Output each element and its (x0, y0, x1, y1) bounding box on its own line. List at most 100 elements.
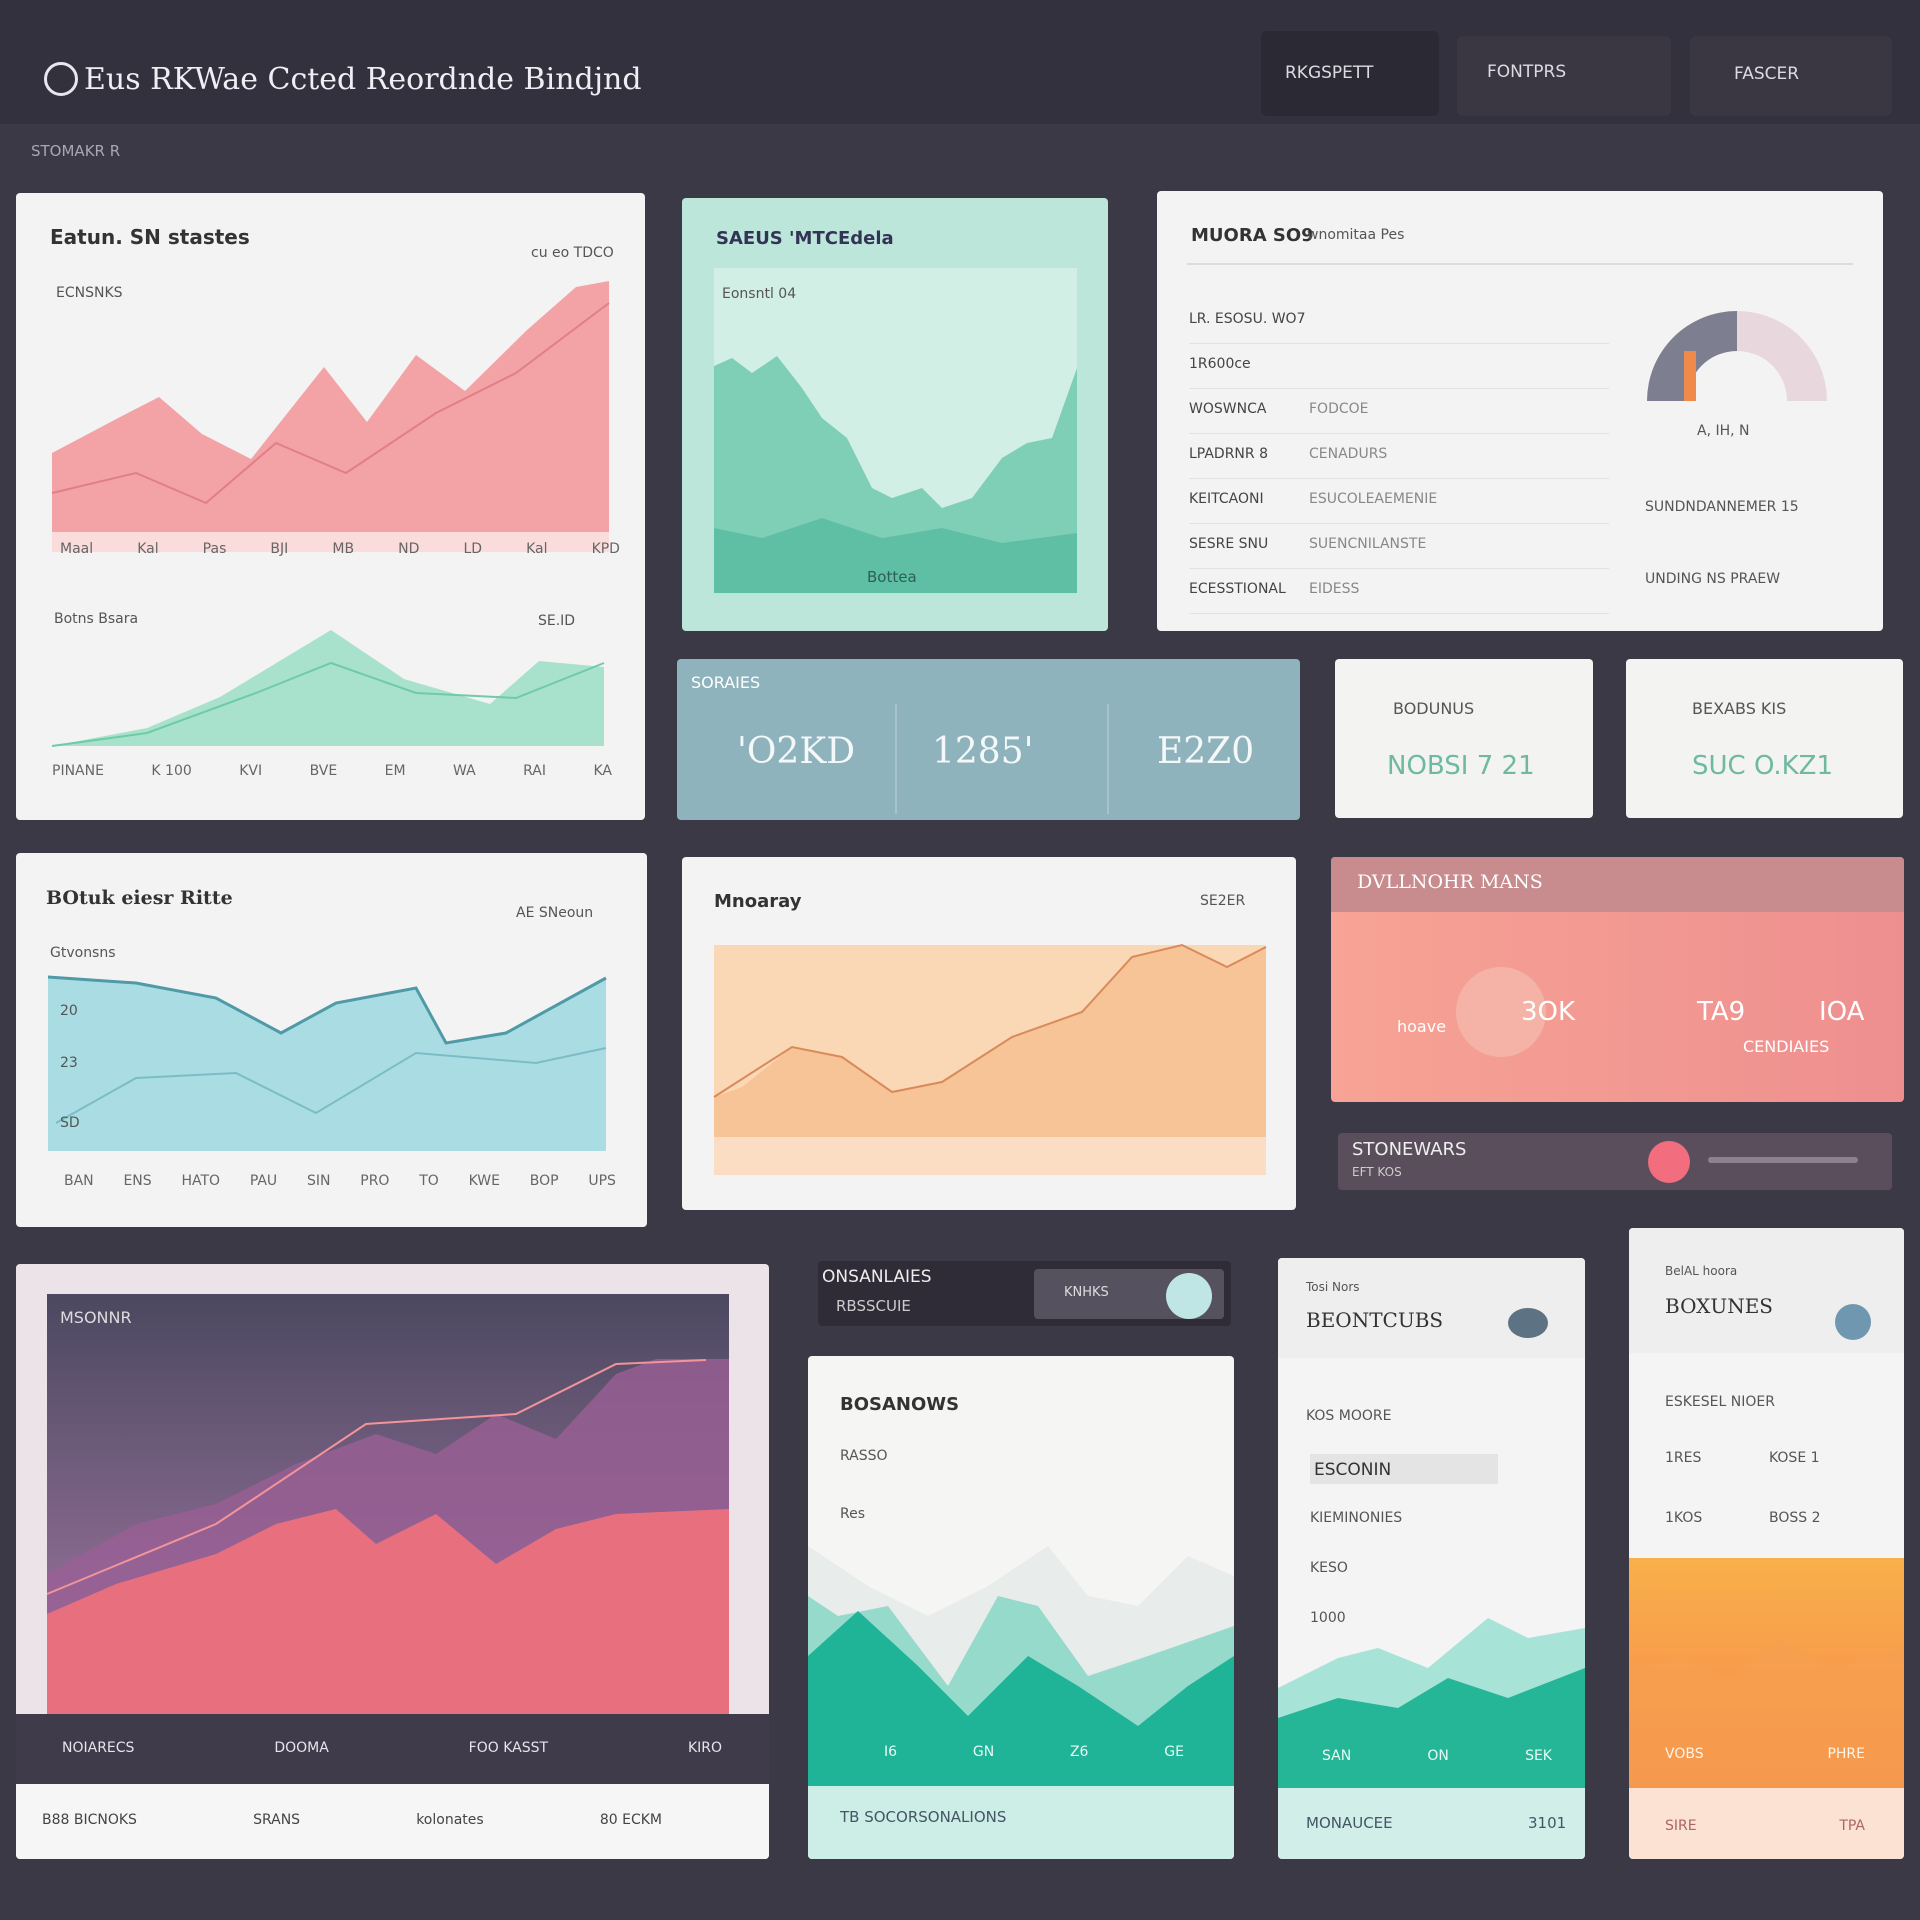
x-labels: I6 GN Z6 GE (884, 1744, 1184, 1760)
nav-button[interactable]: RKGSPETT (1261, 31, 1439, 116)
area (808, 1611, 1234, 1786)
chip-icon[interactable] (1166, 1273, 1212, 1319)
label: RASSO (840, 1448, 888, 1464)
list-label: 80 ECKM (599, 1812, 662, 1828)
list-label: KA (593, 763, 612, 779)
nav-label[interactable]: FASCER (1734, 64, 1800, 84)
chip-label[interactable]: KNHKS (1064, 1285, 1109, 1300)
gauge (1647, 311, 1827, 401)
small-label: hoave (1397, 1017, 1447, 1036)
list-label: I6 (884, 1744, 898, 1760)
card: BOSANOWS RASSO Res I6 GN Z6 GE TB SOCORSONA… (808, 1356, 1234, 1859)
nav-button[interactable]: FONTPRS (1457, 36, 1671, 116)
area (714, 945, 1266, 1175)
nav-label[interactable]: RKGSPETT (1285, 63, 1374, 83)
area-chart (714, 268, 1077, 593)
list-label: SRANS (253, 1812, 301, 1828)
label: Eonsntl 04 (722, 286, 797, 302)
stat-value: TA9 (1697, 997, 1746, 1027)
label: 1000 (1310, 1610, 1346, 1626)
corner-label: AE SNeoun (516, 905, 594, 921)
link[interactable]: UNDING NS PRAEW (1645, 571, 1781, 587)
row-value: KOSE 1 (1769, 1450, 1820, 1466)
area (1278, 1668, 1585, 1788)
chart-title: Botns Bsara (54, 611, 139, 627)
card-title: BODUNUS (1393, 699, 1475, 718)
list-label: PRO (360, 1173, 390, 1189)
card-header (1331, 857, 1904, 912)
list-label: RAI (523, 763, 546, 779)
list-label: LD (463, 541, 483, 557)
list-label: BOP (529, 1173, 559, 1189)
bar-title: STONEWARS (1352, 1139, 1467, 1160)
card-title: Eatun. SN stastes (50, 225, 250, 249)
row-key: 1RES (1665, 1450, 1702, 1466)
highlight (1310, 1454, 1498, 1484)
indicator[interactable] (1648, 1141, 1690, 1183)
card-title: Mnoaray (714, 891, 802, 912)
card: BODUNUS NOBSI 7 21 (1335, 659, 1593, 818)
stat-value: 3OK (1521, 997, 1576, 1027)
row: LPADRNR 8 CENADURS (1189, 434, 1609, 479)
label: ECNSNKS (56, 285, 123, 301)
chip[interactable]: KNHKS (1034, 1269, 1224, 1319)
y-label: 23 (60, 1055, 78, 1071)
row: 1R600ce (1189, 344, 1609, 389)
row: LR. ESOSU. WO7 (1189, 299, 1609, 344)
line (55, 1047, 607, 1124)
x-labels: SAN ON SEK (1322, 1748, 1552, 1764)
label: KOS MOORE (1306, 1408, 1392, 1424)
list-label: GE (1164, 1744, 1184, 1760)
card-title: SAEUS 'MTCEdela (716, 228, 894, 249)
area-chart (47, 975, 607, 1151)
line (46, 1359, 707, 1595)
row: WOSWNCA FODCOE (1189, 389, 1609, 434)
stat-value: SUC O.KZ1 (1692, 751, 1834, 781)
list-label: KWE (468, 1173, 500, 1189)
list-label: ND (398, 541, 420, 557)
label: ESCONIN (1314, 1460, 1392, 1480)
overline: BelAL hoora (1665, 1264, 1738, 1278)
icon[interactable] (1835, 1304, 1871, 1340)
row: KEITCAONI ESUCOLEAEMENIE (1189, 479, 1609, 524)
area (52, 281, 609, 532)
list-label: MB (332, 541, 355, 557)
area (48, 977, 606, 1151)
footer-light (16, 1784, 769, 1859)
strip: ONSANLAIES RBSSCUIE KNHKS (818, 1261, 1231, 1326)
row-value: SUENCNILANSTE (1309, 536, 1427, 552)
divider (895, 704, 897, 814)
x-labels: BAN ENS HATO PAU SIN PRO TO KWE BOP UPS (64, 1173, 616, 1189)
list-label: ENS (123, 1173, 152, 1189)
y-label: SD (60, 1115, 80, 1131)
list-label: KIRO (687, 1740, 722, 1756)
row-key: ECESSTIONAL (1189, 581, 1286, 597)
status-bar: STONEWARS EFT KOS (1338, 1133, 1892, 1190)
nav-button[interactable]: FASCER (1690, 36, 1892, 116)
area-chart (1629, 1558, 1904, 1859)
list-label: SIN (306, 1173, 331, 1189)
footer-dark (16, 1714, 769, 1784)
stat-value: E2Z0 (1157, 731, 1255, 772)
card-title: BOtuk eiesr Ritte (46, 887, 233, 909)
badge (1456, 967, 1546, 1057)
corner-label: cu eo TDCO (531, 245, 614, 261)
footer: TB SOCORSONALIONS (840, 1808, 1007, 1826)
card-title: BOXUNES (1665, 1294, 1774, 1318)
card: Eatun. SN stastes ECNSNKS cu eo TDCO Maa… (16, 193, 645, 820)
list-label: TPA (1839, 1818, 1865, 1834)
gauge-part (1684, 351, 1696, 401)
list-label: kolonates (416, 1812, 484, 1828)
panel-title: SORAIES (691, 673, 761, 692)
card: BelAL hoora BOXUNES ESKESEL NIOER 1RES K… (1629, 1228, 1904, 1859)
nav-label[interactable]: FONTPRS (1487, 62, 1567, 82)
icon[interactable] (1508, 1308, 1548, 1338)
label: Gtvonsns (50, 945, 116, 961)
list-label: PINANE (52, 763, 104, 779)
list-label: BJI (270, 541, 289, 557)
corner-label: SE.ID (538, 613, 576, 629)
area-chart (713, 943, 1267, 1175)
stat-value: IOA (1819, 997, 1865, 1027)
area (714, 518, 1077, 593)
